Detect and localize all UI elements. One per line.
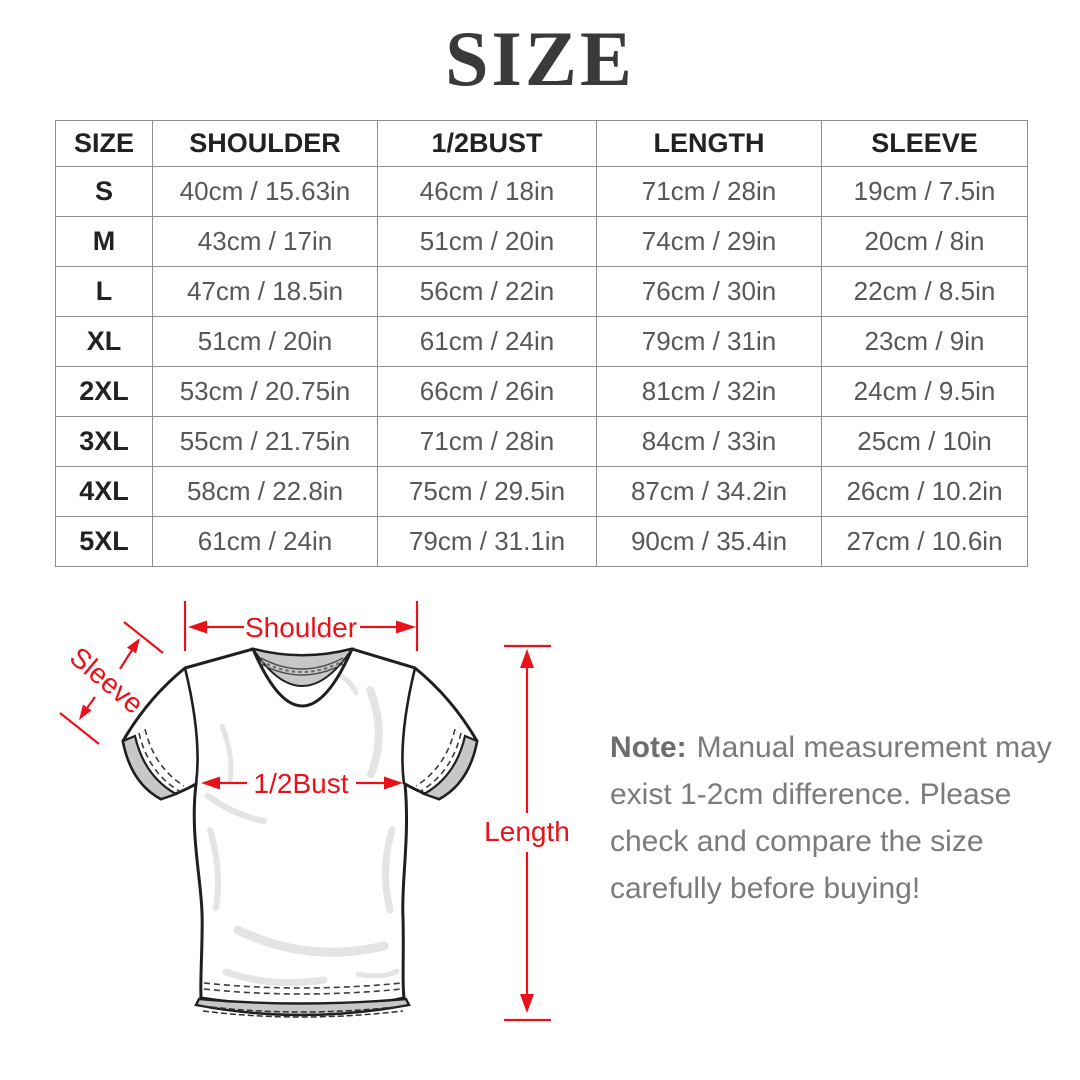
table-row: 2XL 53cm / 20.75in 66cm / 26in 81cm / 32… xyxy=(55,366,1028,417)
cell-bust: 66cm / 26in xyxy=(377,366,597,417)
cell-size: XL xyxy=(55,316,153,367)
length-dimension-label: Length xyxy=(484,816,570,847)
shoulder-dimension-label: Shoulder xyxy=(245,612,357,643)
cell-sleeve: 25cm / 10in xyxy=(821,416,1028,467)
col-header-size: SIZE xyxy=(55,120,153,167)
cell-size: 5XL xyxy=(55,516,153,567)
cell-sleeve: 22cm / 8.5in xyxy=(821,266,1028,317)
cell-length: 84cm / 33in xyxy=(596,416,822,467)
cell-size: S xyxy=(55,166,153,217)
cell-size: L xyxy=(55,266,153,317)
cell-sleeve: 26cm / 10.2in xyxy=(821,466,1028,517)
cell-shoulder: 47cm / 18.5in xyxy=(152,266,378,317)
note-line-1: Manual measurement may xyxy=(696,731,1052,764)
table-header-row: SIZE SHOULDER 1/2BUST LENGTH SLEEVE xyxy=(55,120,1028,167)
cell-sleeve: 23cm / 9in xyxy=(821,316,1028,367)
left-armhole-seam xyxy=(183,667,199,785)
cell-length: 81cm / 32in xyxy=(596,366,822,417)
cell-length: 74cm / 29in xyxy=(596,216,822,267)
sleeve-dimension-label: Sleeve xyxy=(64,641,150,720)
table-row: XL 51cm / 20in 61cm / 24in 79cm / 31in 2… xyxy=(55,316,1028,367)
cell-shoulder: 61cm / 24in xyxy=(152,516,378,567)
note-line: Note: Manual measurement may xyxy=(610,731,1052,764)
cell-shoulder: 43cm / 17in xyxy=(152,216,378,267)
table-row: L 47cm / 18.5in 56cm / 22in 76cm / 30in … xyxy=(55,266,1028,317)
collar xyxy=(250,647,355,708)
table-row: 5XL 61cm / 24in 79cm / 31.1in 90cm / 35.… xyxy=(55,516,1028,567)
table-row: M 43cm / 17in 51cm / 20in 74cm / 29in 20… xyxy=(55,216,1028,267)
cell-size: M xyxy=(55,216,153,267)
note-text: Note: Manual measurement may exist 1-2cm … xyxy=(610,724,1060,912)
note-line-2: exist 1-2cm difference. Please xyxy=(610,778,1012,811)
page-title: SIZE xyxy=(445,15,635,102)
cell-shoulder: 58cm / 22.8in xyxy=(152,466,378,517)
cell-sleeve: 27cm / 10.6in xyxy=(821,516,1028,567)
col-header-length: LENGTH xyxy=(596,120,822,167)
cell-length: 71cm / 28in xyxy=(596,166,822,217)
wrinkle-shading xyxy=(205,672,400,987)
cell-shoulder: 55cm / 21.75in xyxy=(152,416,378,467)
cell-sleeve: 20cm / 8in xyxy=(821,216,1028,267)
hem xyxy=(194,982,411,1018)
tshirt-measurement-diagram: Shoulder Sleeve 1/2Bust Length xyxy=(59,601,570,1022)
tshirt-drawing xyxy=(121,647,479,1018)
table-row: 3XL 55cm / 21.75in 71cm / 28in 84cm / 33… xyxy=(55,416,1028,467)
cell-size: 2XL xyxy=(55,366,153,417)
right-armhole-seam xyxy=(401,667,417,785)
cell-sleeve: 19cm / 7.5in xyxy=(821,166,1028,217)
cell-size: 4XL xyxy=(55,466,153,517)
cell-size: 3XL xyxy=(55,416,153,467)
col-header-shoulder: SHOULDER xyxy=(152,120,378,167)
col-header-sleeve: SLEEVE xyxy=(821,120,1028,167)
cell-length: 87cm / 34.2in xyxy=(596,466,822,517)
note-line-4: carefully before buying! xyxy=(610,872,921,905)
col-header-bust: 1/2BUST xyxy=(377,120,597,167)
cell-bust: 71cm / 28in xyxy=(377,416,597,467)
cell-bust: 46cm / 18in xyxy=(377,166,597,217)
length-dimension: Length xyxy=(484,644,570,1022)
cell-bust: 79cm / 31.1in xyxy=(377,516,597,567)
cell-shoulder: 53cm / 20.75in xyxy=(152,366,378,417)
bust-dimension: 1/2Bust xyxy=(201,768,403,799)
cell-shoulder: 40cm / 15.63in xyxy=(152,166,378,217)
table-row: S 40cm / 15.63in 46cm / 18in 71cm / 28in… xyxy=(55,166,1028,217)
cell-length: 79cm / 31in xyxy=(596,316,822,367)
cell-bust: 61cm / 24in xyxy=(377,316,597,367)
cell-bust: 75cm / 29.5in xyxy=(377,466,597,517)
cell-length: 76cm / 30in xyxy=(596,266,822,317)
left-cuff xyxy=(121,728,185,801)
cell-shoulder: 51cm / 20in xyxy=(152,316,378,367)
table-row: 4XL 58cm / 22.8in 75cm / 29.5in 87cm / 3… xyxy=(55,466,1028,517)
shoulder-dimension: Shoulder xyxy=(183,601,419,651)
cell-length: 90cm / 35.4in xyxy=(596,516,822,567)
right-cuff xyxy=(415,728,479,801)
cell-bust: 56cm / 22in xyxy=(377,266,597,317)
note-line-3: check and compare the size xyxy=(610,825,984,858)
note-label: Note: xyxy=(610,731,687,764)
cell-sleeve: 24cm / 9.5in xyxy=(821,366,1028,417)
bust-dimension-label: 1/2Bust xyxy=(254,768,349,799)
size-table: SIZE SHOULDER 1/2BUST LENGTH SLEEVE S 40… xyxy=(55,120,1028,567)
cell-bust: 51cm / 20in xyxy=(377,216,597,267)
